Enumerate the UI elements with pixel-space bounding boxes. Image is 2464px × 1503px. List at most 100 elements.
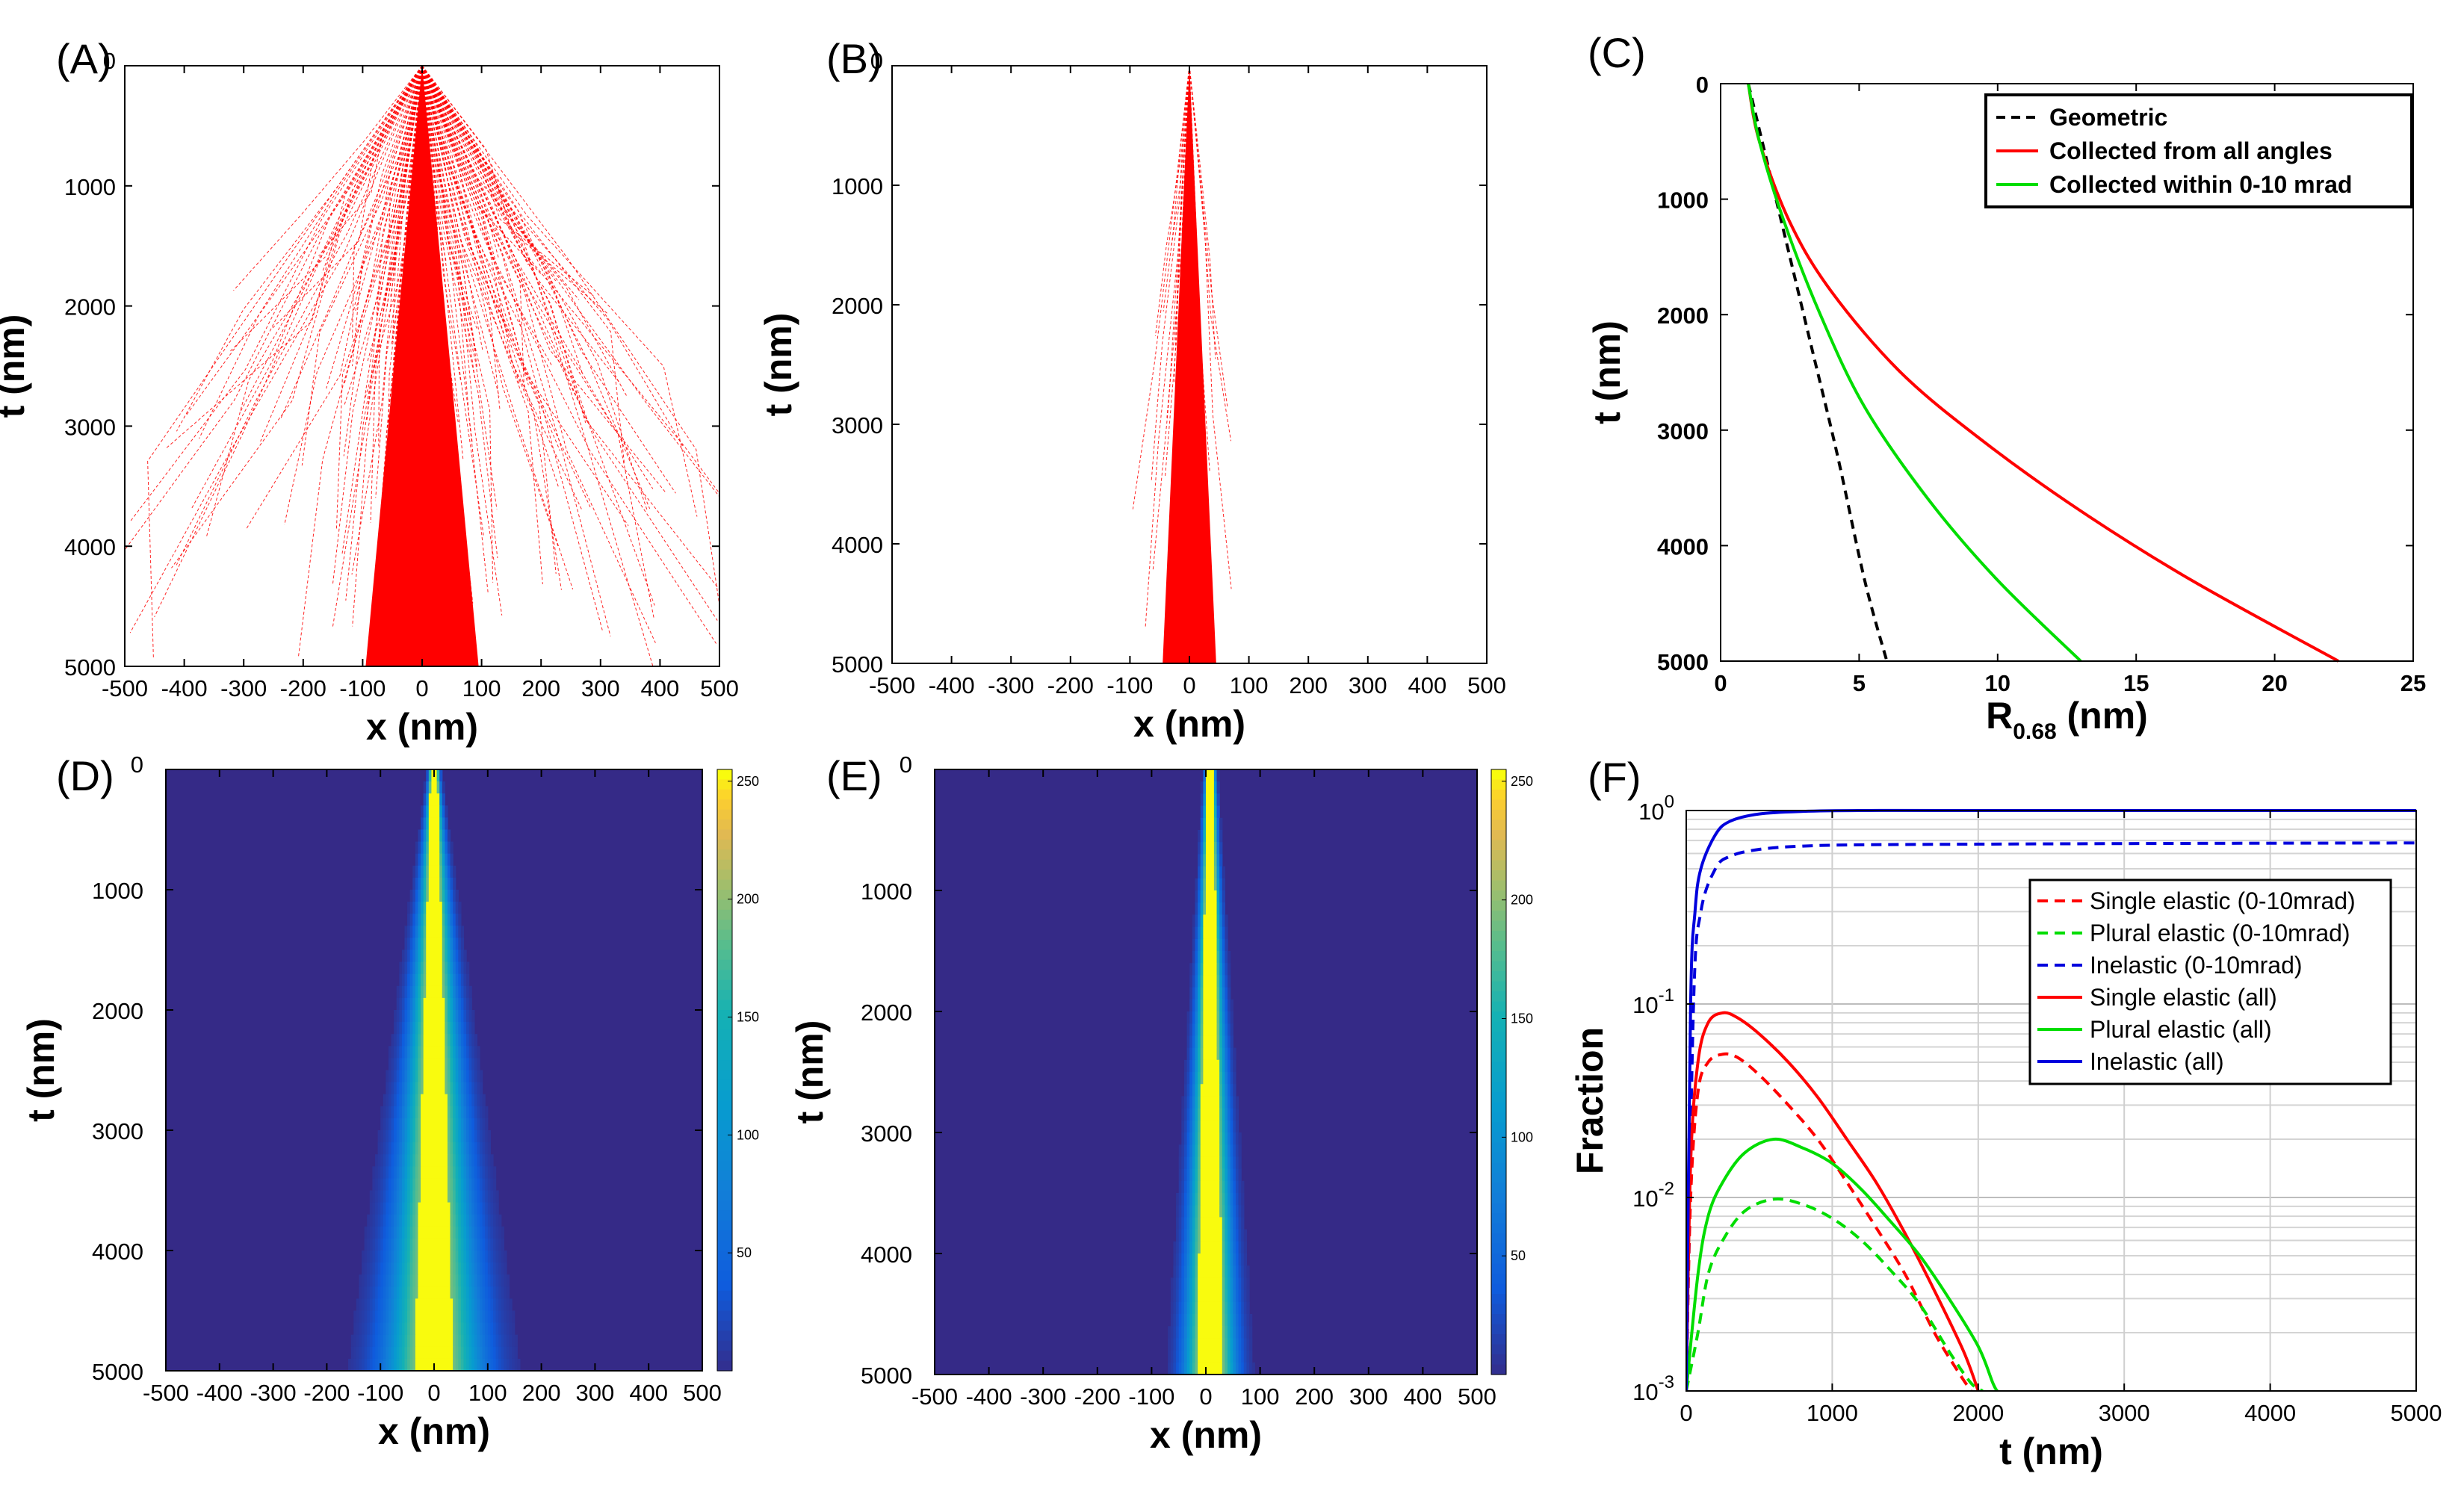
heatmap-cell	[1208, 842, 1212, 855]
heatmap-cell	[487, 1178, 491, 1191]
heatmap-cell	[445, 1322, 448, 1336]
trajectory-line	[165, 66, 423, 450]
heatmap-cell	[1178, 1156, 1182, 1170]
heatmap-cell	[423, 829, 427, 843]
heatmap-cell	[1206, 1156, 1210, 1170]
colorbar-step	[717, 1200, 732, 1211]
heatmap-cell	[1243, 1241, 1248, 1254]
heatmap-cell	[407, 1058, 411, 1071]
heatmap-cell	[409, 1046, 413, 1059]
heatmap-cell	[447, 1262, 451, 1275]
heatmap-cell	[1183, 1241, 1188, 1254]
heatmap-cell	[1235, 1314, 1239, 1327]
heatmap-cell	[1228, 999, 1231, 1012]
heatmap-cell	[428, 781, 433, 794]
trajectory-line	[375, 66, 423, 653]
heatmap-cell	[1189, 1144, 1193, 1157]
heatmap-cell	[1186, 1217, 1190, 1230]
heatmap-cell	[431, 841, 435, 855]
heatmap-cell	[1203, 1180, 1207, 1194]
trajectory-line	[403, 66, 423, 374]
heatmap-cell	[394, 1286, 397, 1299]
heatmap-cell	[1211, 842, 1215, 855]
heatmap-cell	[445, 949, 448, 963]
heatmap-cell	[477, 1251, 480, 1263]
trajectory-line	[398, 66, 423, 354]
heatmap-cell	[447, 1106, 451, 1119]
heatmap-cell	[458, 985, 462, 999]
heatmap-cell	[1225, 1229, 1228, 1242]
heatmap-cell	[426, 1034, 430, 1047]
heatmap-cell	[428, 1130, 433, 1143]
heatmap-cell	[409, 1178, 413, 1191]
heatmap-cell	[388, 1226, 392, 1239]
heatmap-cell	[453, 1190, 456, 1203]
heatmap-cell	[506, 1334, 510, 1348]
colorbar-step	[717, 1060, 732, 1071]
heatmap-cell	[471, 1274, 475, 1287]
heatmap-cell	[407, 1274, 411, 1287]
heatmap-cell	[421, 805, 424, 818]
heatmap-cell	[439, 1238, 443, 1251]
heatmap-cell	[426, 1130, 430, 1143]
x-tick-label: -300	[988, 672, 1034, 698]
heatmap-cell	[423, 1094, 427, 1107]
heatmap-cell	[1213, 1350, 1218, 1363]
heatmap-cell	[423, 865, 427, 878]
heatmap-cell	[1186, 1362, 1190, 1375]
heatmap-cell	[423, 1322, 427, 1336]
heatmap-cell	[428, 841, 433, 855]
heatmap-cell	[1200, 854, 1204, 867]
heatmap-cell	[501, 1286, 504, 1299]
heatmap-cell	[1195, 1217, 1198, 1230]
heatmap-cell	[1181, 1108, 1185, 1121]
heatmap-cell	[468, 1094, 472, 1107]
heatmap-cell	[1219, 842, 1223, 855]
heatmap-cell	[1238, 1301, 1242, 1315]
heatmap-cell	[1173, 1241, 1177, 1254]
trajectory-line	[1187, 66, 1190, 261]
heatmap-cell	[1189, 999, 1193, 1012]
heatmap-cell	[492, 1166, 497, 1179]
heatmap-cell	[1219, 975, 1223, 988]
heatmap-cell	[463, 961, 467, 975]
heatmap-cell	[412, 1094, 416, 1107]
heatmap-cell	[1200, 1229, 1204, 1242]
heatmap-cell	[396, 1154, 400, 1167]
heatmap-cell	[453, 1178, 456, 1191]
heatmap-cell	[445, 1082, 448, 1095]
heatmap-cell	[415, 1238, 419, 1251]
heatmap-cell	[1203, 769, 1207, 782]
heatmap-cell	[372, 1202, 376, 1215]
heatmap-cell	[404, 1214, 408, 1227]
heatmap-cell	[1246, 1338, 1250, 1351]
heatmap-cell	[442, 1070, 445, 1083]
heatmap-cell	[1186, 1229, 1190, 1242]
heatmap-cell	[407, 1010, 411, 1023]
heatmap-cell	[1213, 1241, 1218, 1254]
heatmap-cell	[428, 1310, 433, 1324]
colorbar-step	[1491, 1092, 1506, 1103]
colorbar-step	[717, 1079, 732, 1091]
heatmap-cell	[1235, 1289, 1239, 1303]
heatmap-cell	[485, 1214, 489, 1227]
heatmap-cell	[1195, 914, 1198, 928]
heatmap-cell	[423, 1298, 427, 1312]
heatmap-cell	[1228, 1301, 1231, 1315]
heatmap-cell	[367, 1262, 371, 1275]
heatmap-cell	[1219, 1193, 1223, 1206]
heatmap-cell	[1216, 1277, 1220, 1291]
trajectory-line	[1132, 66, 1190, 509]
heatmap-cell	[1183, 1314, 1188, 1327]
trajectory-line	[332, 66, 423, 585]
heatmap-cell	[409, 1130, 413, 1143]
colorbar-step	[1491, 1082, 1506, 1093]
heatmap-cell	[412, 1262, 416, 1275]
heatmap-cell	[477, 1106, 480, 1119]
heatmap-cell	[1233, 1277, 1236, 1291]
heatmap-cell	[1176, 1241, 1180, 1254]
heatmap-cell	[492, 1274, 497, 1287]
y-tick-label: 2000	[92, 998, 143, 1024]
heatmap-cell	[418, 1286, 421, 1299]
heatmap-cell	[1243, 1265, 1248, 1278]
